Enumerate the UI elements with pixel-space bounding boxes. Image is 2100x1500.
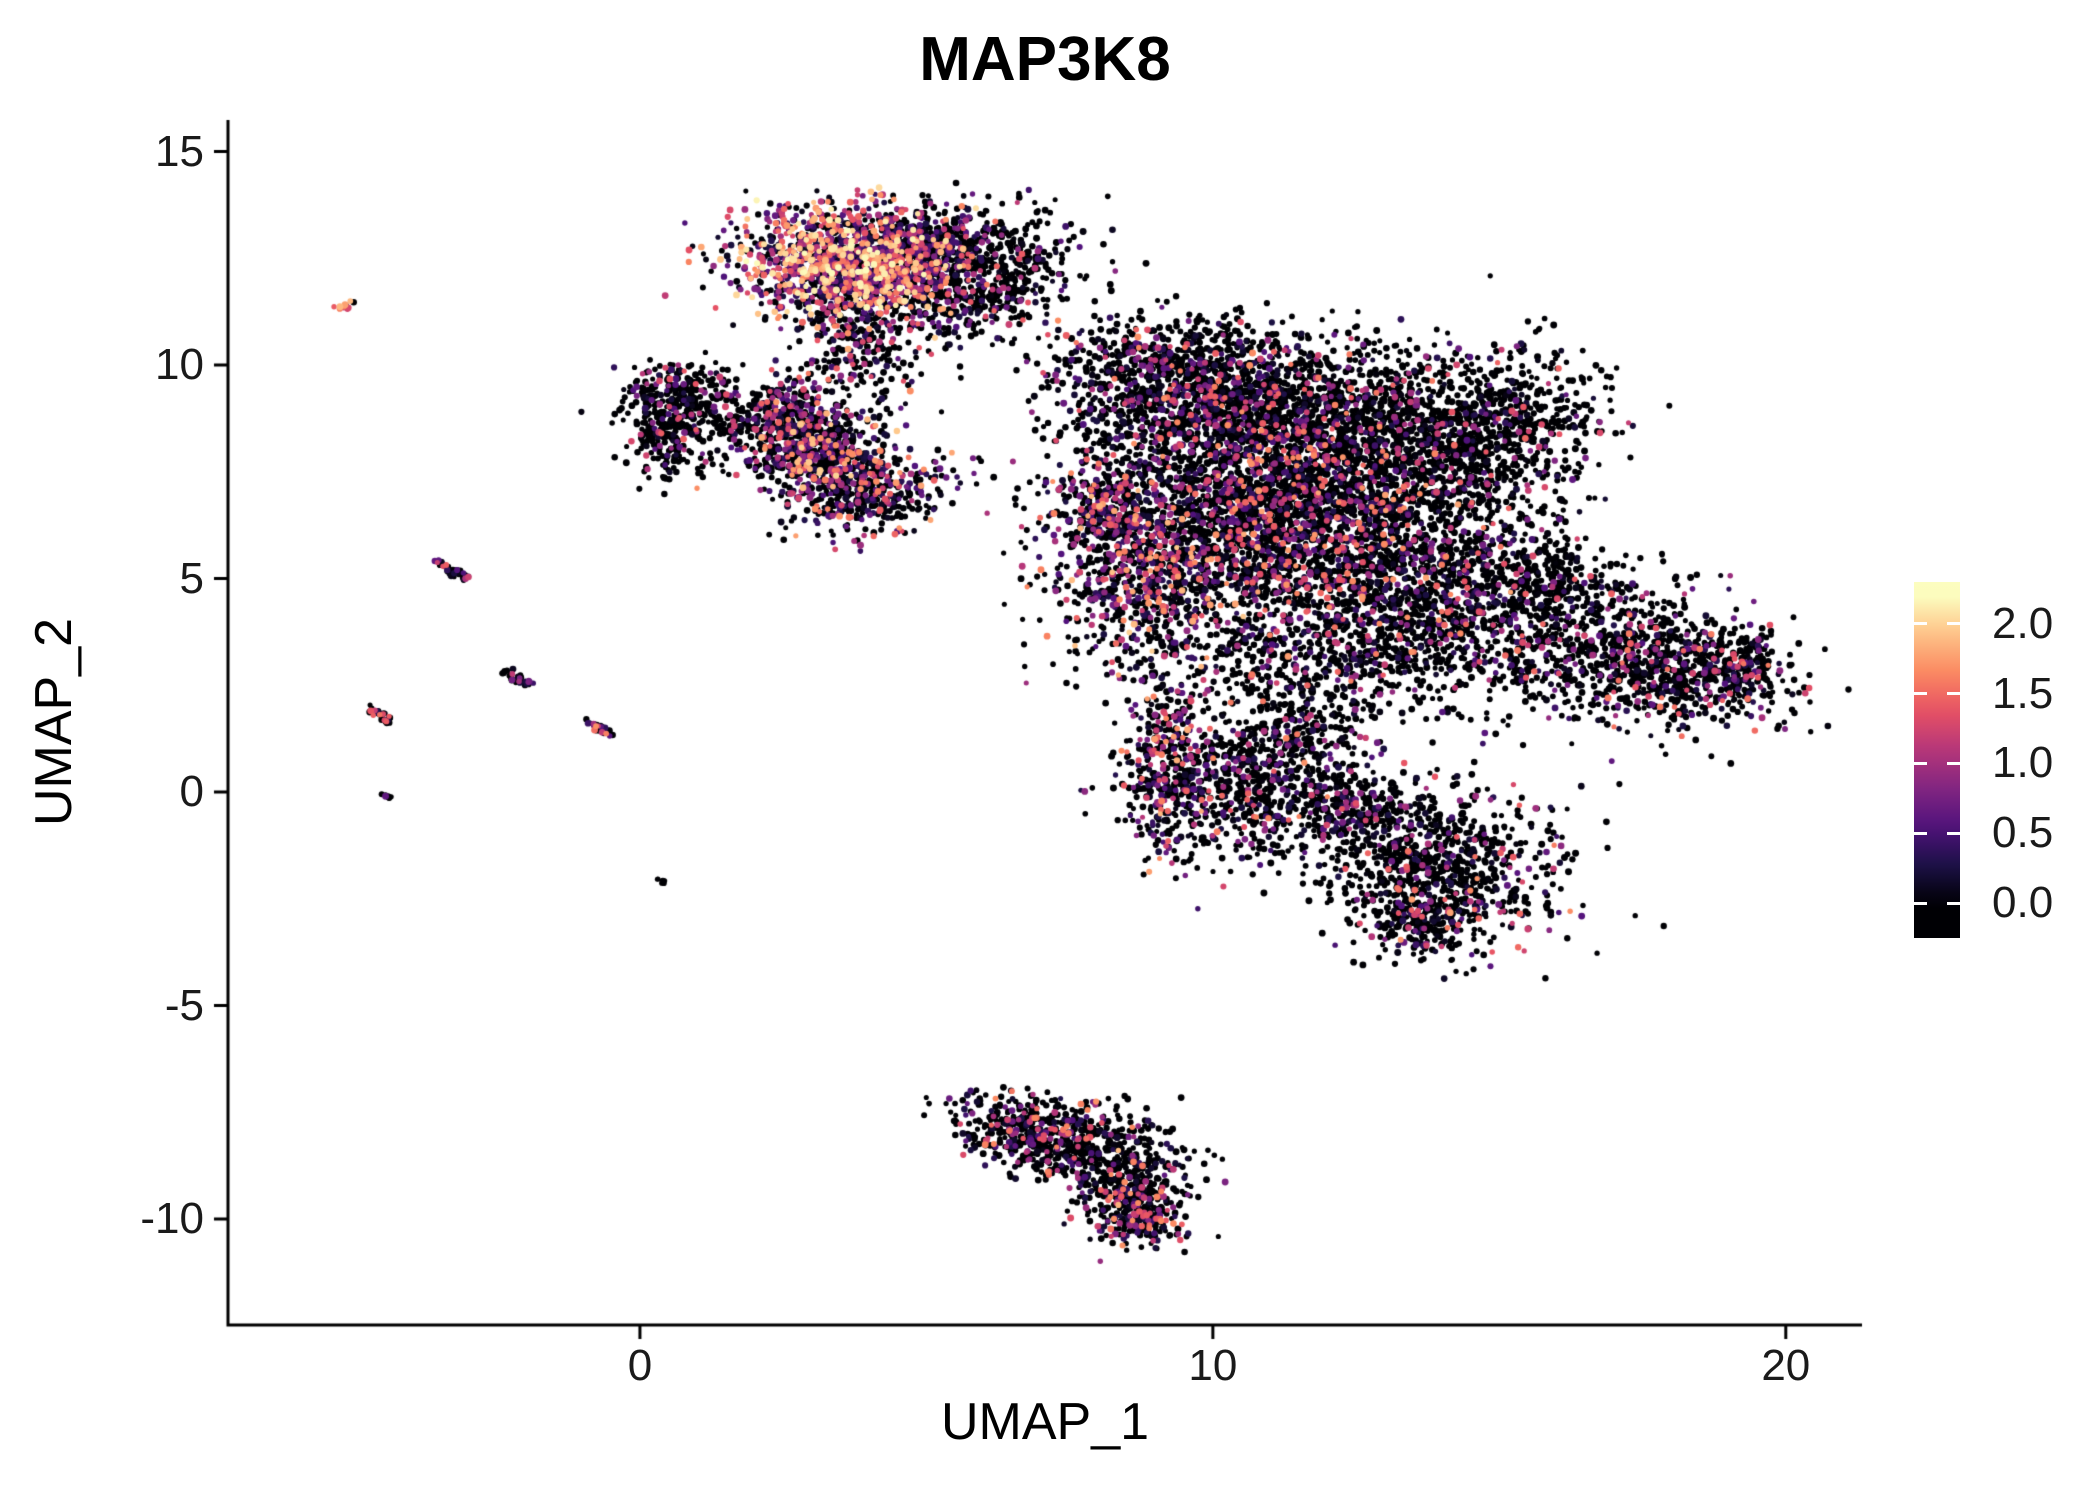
legend-tick-mark (1914, 901, 1927, 905)
legend-tick-mark (1947, 692, 1960, 696)
y-tick-label: 10 (155, 340, 204, 390)
legend-tick-mark (1947, 901, 1960, 905)
legend-gradient-bar (1914, 582, 1960, 938)
x-tick-label: 0 (627, 1341, 653, 1390)
legend-tick-mark (1914, 761, 1927, 765)
legend-tick-label: 0.5 (1992, 808, 2054, 858)
legend-tick-mark (1947, 761, 1960, 765)
legend-tick-mark (1947, 831, 1960, 835)
legend-tick-mark (1914, 831, 1927, 835)
legend-tick-mark (1947, 622, 1960, 626)
legend-tick-label: 1.0 (1992, 738, 2054, 788)
x-tick-label: 20 (1761, 1341, 1811, 1390)
chart-title: MAP3K8 (919, 25, 1171, 94)
x-axis-title: UMAP_1 (940, 1393, 1150, 1451)
legend-tick-mark (1914, 692, 1927, 696)
y-tick-label: -5 (164, 980, 204, 1030)
legend-tick-label: 2.0 (1992, 598, 2054, 648)
y-tick-label: 15 (155, 126, 204, 176)
legend-tick-label: 0.0 (1992, 878, 2054, 928)
legend-tick-label: 1.5 (1992, 668, 2054, 718)
legend-tick-mark (1914, 622, 1927, 626)
y-tick-label: -10 (140, 1194, 204, 1244)
y-tick-label: 0 (179, 767, 204, 817)
y-tick-label: 5 (179, 553, 204, 603)
x-tick-label: 10 (1188, 1341, 1238, 1390)
